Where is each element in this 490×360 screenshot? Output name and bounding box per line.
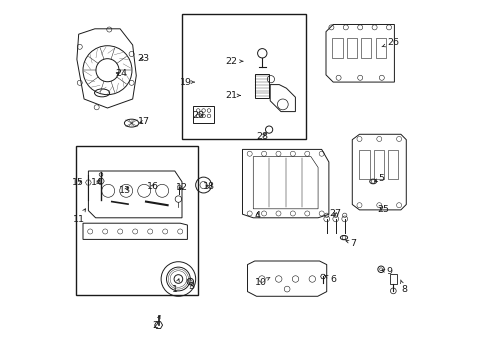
Text: 24: 24 [115,69,127,78]
Bar [376,38,386,58]
Text: 1: 1 [172,279,179,294]
Text: 15: 15 [72,178,84,187]
Bar [76,146,198,295]
Text: 6: 6 [325,274,336,284]
Text: 17: 17 [138,117,150,126]
Text: 2: 2 [152,316,160,330]
Text: 23: 23 [137,54,149,63]
Text: 8: 8 [400,280,407,294]
Text: 26: 26 [382,38,399,47]
Text: 10: 10 [255,277,270,287]
Bar [374,150,384,179]
Bar [361,38,371,58]
Text: 25: 25 [377,205,389,214]
Text: 14: 14 [91,178,103,187]
Text: 19: 19 [180,77,195,86]
Text: 9: 9 [382,267,392,276]
Text: 13: 13 [120,186,131,195]
Text: 27: 27 [329,208,341,217]
Text: 21: 21 [225,91,240,100]
Text: 7: 7 [346,239,356,248]
Text: 28: 28 [256,132,269,140]
Text: 12: 12 [176,183,188,192]
Bar [390,274,396,284]
Text: 11: 11 [73,209,85,224]
Bar [388,150,398,179]
Bar [333,38,343,58]
Bar [182,14,306,139]
Bar [193,106,215,123]
Text: 3: 3 [189,282,195,291]
Text: 5: 5 [375,174,384,183]
Text: 22: 22 [225,57,243,66]
Bar [360,150,369,179]
Bar [255,74,270,98]
Text: 16: 16 [147,182,158,191]
Bar [347,38,357,58]
Text: 18: 18 [203,182,215,191]
Text: 20: 20 [192,111,204,120]
Text: 4: 4 [255,211,261,220]
